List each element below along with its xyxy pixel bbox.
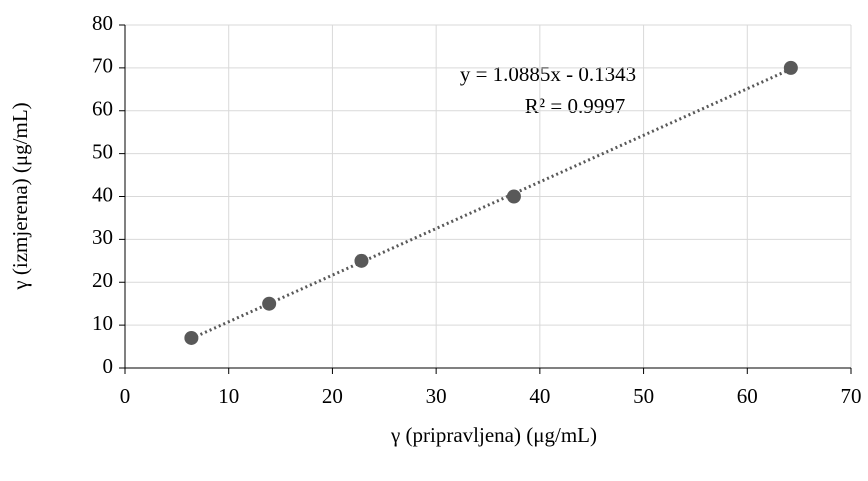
y-tick-label: 10	[92, 311, 113, 335]
y-tick-label: 80	[92, 11, 113, 35]
y-tick-label: 20	[92, 268, 113, 292]
x-tick-label: 0	[120, 384, 131, 408]
y-tick-label: 70	[92, 54, 113, 78]
trendline-equation: y = 1.0885x - 0.1343	[460, 62, 636, 86]
x-tick-label: 70	[841, 384, 862, 408]
data-point	[184, 330, 199, 345]
y-tick-label: 60	[92, 97, 113, 121]
x-axis-label: γ (pripravljena) (μg/mL)	[390, 423, 597, 447]
data-point	[783, 60, 798, 75]
data-point	[506, 189, 521, 204]
y-tick-label: 40	[92, 182, 113, 206]
x-tick-label: 60	[737, 384, 758, 408]
data-point	[354, 253, 369, 268]
y-tick-label: 0	[103, 354, 114, 378]
data-point	[262, 296, 277, 311]
x-tick-label: 30	[426, 384, 447, 408]
y-axis-label: γ (izmjerena) (μg/mL)	[8, 102, 32, 290]
x-tick-label: 50	[633, 384, 654, 408]
x-tick-label: 40	[529, 384, 550, 408]
y-tick-label: 50	[92, 139, 113, 163]
x-tick-label: 20	[322, 384, 343, 408]
trendline-r-squared: R² = 0.9997	[525, 94, 625, 118]
x-tick-label: 10	[218, 384, 239, 408]
y-tick-label: 30	[92, 225, 113, 249]
